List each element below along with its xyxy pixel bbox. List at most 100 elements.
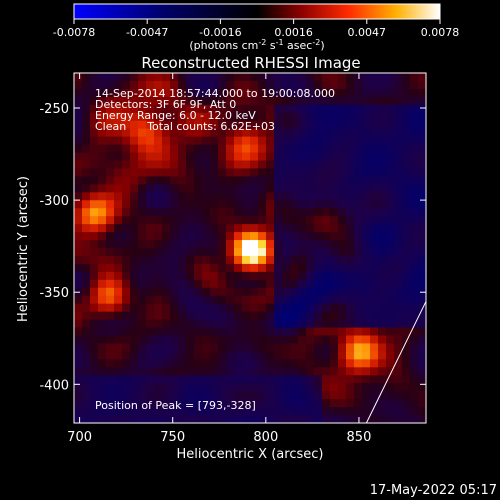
heatmap-cell xyxy=(98,359,107,368)
heatmap-cell xyxy=(146,144,155,154)
heatmap-cell xyxy=(138,311,147,321)
heatmap-cell xyxy=(242,184,251,193)
heatmap-cell xyxy=(386,375,395,384)
heatmap-cell xyxy=(410,160,419,170)
heatmap-cell xyxy=(194,287,203,297)
heatmap-cell xyxy=(82,311,91,321)
heatmap-cell xyxy=(314,343,323,352)
heatmap-cell xyxy=(194,399,203,408)
heatmap-cell xyxy=(154,128,163,138)
heatmap-cell xyxy=(298,88,307,98)
heatmap-cell xyxy=(338,200,347,209)
heatmap-cell xyxy=(282,287,291,297)
heatmap-cell xyxy=(106,112,115,122)
heatmap-cell xyxy=(418,96,427,106)
heatmap-cell xyxy=(258,383,267,392)
heatmap-cell xyxy=(226,248,235,257)
heatmap-cell xyxy=(266,73,275,82)
heatmap-cell xyxy=(82,240,91,249)
heatmap-cell xyxy=(146,184,155,193)
heatmap-cell xyxy=(122,391,131,400)
heatmap-cell xyxy=(130,295,139,305)
heatmap-cell xyxy=(226,168,235,177)
heatmap-cell xyxy=(154,96,163,106)
heatmap-cell xyxy=(298,375,307,384)
heatmap-cell xyxy=(98,351,107,360)
heatmap-cell xyxy=(418,263,427,273)
heatmap-cell xyxy=(210,383,219,392)
heatmap-cell xyxy=(162,359,171,368)
heatmap-cell xyxy=(418,343,427,352)
heatmap-cell xyxy=(186,287,195,297)
heatmap-cell xyxy=(90,255,99,265)
heatmap-cell xyxy=(386,367,395,376)
heatmap-cell xyxy=(234,407,243,416)
heatmap-cell xyxy=(314,168,323,177)
heatmap-cell xyxy=(130,335,139,345)
heatmap-cell xyxy=(154,200,163,209)
heatmap-cell xyxy=(146,311,155,321)
heatmap-cell xyxy=(178,375,187,384)
heatmap-cell xyxy=(146,335,155,345)
heatmap-cell xyxy=(234,367,243,376)
heatmap-cell xyxy=(138,176,147,185)
y-tick-label: -400 xyxy=(39,378,69,393)
heatmap-cell xyxy=(226,73,235,82)
heatmap-cell xyxy=(306,136,315,146)
heatmap-cell xyxy=(330,351,339,360)
heatmap-cell xyxy=(346,311,355,321)
heatmap-cell xyxy=(106,200,115,209)
heatmap-cell xyxy=(354,104,363,114)
heatmap-cell xyxy=(274,128,283,138)
heatmap-cell xyxy=(90,160,99,170)
heatmap-cell xyxy=(154,295,163,305)
heatmap-cell xyxy=(242,112,251,122)
heatmap-cell xyxy=(162,136,171,146)
heatmap-cell xyxy=(418,160,427,170)
heatmap-cell xyxy=(114,152,123,162)
heatmap-cell xyxy=(90,144,99,154)
heatmap-cell xyxy=(338,375,347,384)
heatmap-cell xyxy=(226,311,235,321)
heatmap-cell xyxy=(410,184,419,193)
heatmap-cell xyxy=(154,359,163,368)
heatmap-cell xyxy=(178,327,187,337)
heatmap-cell xyxy=(138,287,147,297)
heatmap-cell xyxy=(194,343,203,352)
heatmap-cell xyxy=(90,232,99,241)
heatmap-cell xyxy=(210,192,219,201)
heatmap-cell xyxy=(130,359,139,368)
heatmap-cell xyxy=(314,80,323,90)
heatmap-cell xyxy=(322,136,331,146)
heatmap-cell xyxy=(242,407,251,416)
heatmap-cell xyxy=(210,128,219,138)
heatmap-cell xyxy=(258,104,267,114)
heatmap-cell xyxy=(106,248,115,257)
heatmap-cell xyxy=(130,383,139,392)
heatmap-cell xyxy=(322,208,331,217)
heatmap-cell xyxy=(402,279,411,289)
heatmap-cell xyxy=(274,415,283,424)
heatmap-cell xyxy=(298,335,307,345)
heatmap-cell xyxy=(218,383,227,392)
heatmap-cell xyxy=(90,240,99,249)
heatmap-cell xyxy=(74,88,83,98)
heatmap-cell xyxy=(250,176,259,185)
heatmap-cell xyxy=(274,303,283,313)
heatmap-cell xyxy=(90,200,99,209)
heatmap-cell xyxy=(410,271,419,281)
heatmap-cell xyxy=(114,192,123,201)
heatmap-cell xyxy=(162,263,171,273)
heatmap-cell xyxy=(170,279,179,289)
heatmap-cell xyxy=(98,88,107,98)
heatmap-cell xyxy=(218,311,227,321)
heatmap-cell xyxy=(194,248,203,257)
heatmap-cell xyxy=(250,287,259,297)
heatmap-cell xyxy=(170,192,179,201)
heatmap-cell xyxy=(82,224,91,233)
heatmap-cell xyxy=(242,176,251,185)
heatmap-cell xyxy=(338,303,347,313)
heatmap-cell xyxy=(362,295,371,305)
heatmap-cell xyxy=(98,391,107,400)
heatmap-cell xyxy=(194,200,203,209)
